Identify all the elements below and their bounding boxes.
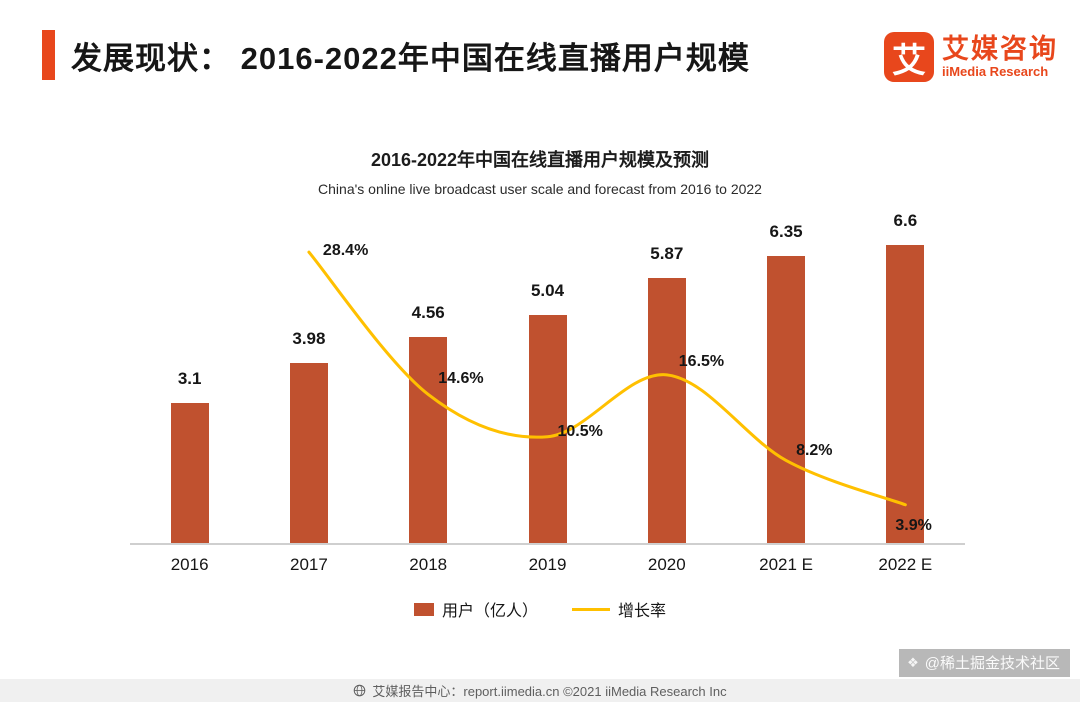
bar-swatch-icon (413, 602, 434, 616)
accent-bar (42, 30, 55, 80)
bar-2021E (767, 255, 806, 543)
line-swatch-icon (572, 607, 610, 611)
bar-value-label: 6.6 (893, 210, 918, 230)
legend-label-users: 用户（亿人） (441, 603, 538, 620)
page-title: 发展现状： 2016-2022年中国在线直播用户规模 (71, 40, 750, 76)
legend-item-users: 用户（亿人） (413, 597, 538, 621)
growth-rate-label: 28.4% (322, 242, 369, 260)
bar-2018 (409, 336, 448, 543)
logo-name-en: iiMedia Research (942, 63, 1049, 79)
bar-value-label: 4.56 (411, 302, 445, 322)
growth-rate-label: 16.5% (678, 352, 725, 370)
bar-value-label: 6.35 (769, 221, 803, 241)
x-axis-label: 2022 E (878, 555, 933, 574)
logo-name-cn: 艾媒咨询 (942, 34, 1058, 64)
legend-item-growth: 增长率 (572, 597, 666, 621)
watermark-badge: ❖ @稀土掘金技术社区 (899, 649, 1070, 677)
juejin-logo-icon: ❖ (907, 654, 919, 670)
x-axis-label: 2018 (409, 555, 448, 574)
bar-value-label: 3.1 (177, 368, 202, 388)
bar-value-label: 3.98 (292, 329, 326, 349)
header: 发展现状： 2016-2022年中国在线直播用户规模 (42, 30, 1060, 80)
x-axis-label: 2021 E (759, 555, 813, 574)
growth-rate-label: 10.5% (557, 422, 603, 440)
chart-legend: 用户（亿人） 增长率 (0, 597, 1080, 621)
footer-text: 艾媒报告中心：report.iimedia.cn ©2021 iiMedia R… (372, 684, 727, 699)
watermark-text: @稀土掘金技术社区 (924, 655, 1060, 672)
growth-rate-label: 14.6% (438, 370, 484, 388)
logo-text: 艾媒咨询 iiMedia Research (942, 34, 1058, 79)
bar-2020 (647, 277, 686, 543)
bar-value-label: 5.04 (530, 281, 565, 301)
x-axis-label: 2020 (647, 555, 686, 574)
growth-rate-label: 8.2% (796, 442, 833, 460)
bar-value-label: 5.87 (650, 243, 684, 263)
legend-label-growth: 增长率 (618, 603, 667, 620)
x-axis-label: 2019 (528, 555, 567, 574)
bar-2022E (886, 244, 925, 543)
bar-2016 (170, 402, 209, 543)
chart-title: 2016-2022年中国在线直播用户规模及预测 (370, 150, 710, 170)
x-axis-label: 2017 (290, 555, 328, 574)
footer-bar: 艾媒报告中心：report.iimedia.cn ©2021 iiMedia R… (0, 679, 1080, 702)
chart-subtitle: China's online live broadcast user scale… (318, 181, 762, 197)
globe-icon (354, 684, 366, 697)
chart-plot-area: 3.1 2016 3.98 2017 4.56 2018 5.04 2019 5.87 2020 6… (130, 211, 965, 574)
iimedia-logo-icon: 艾 (884, 32, 934, 82)
growth-rate-label: 3.9% (895, 516, 932, 534)
x-axis-label: 2016 (170, 555, 209, 574)
iimedia-logo: 艾 艾媒咨询 iiMedia Research (884, 32, 1058, 82)
bar-2017 (289, 363, 328, 543)
